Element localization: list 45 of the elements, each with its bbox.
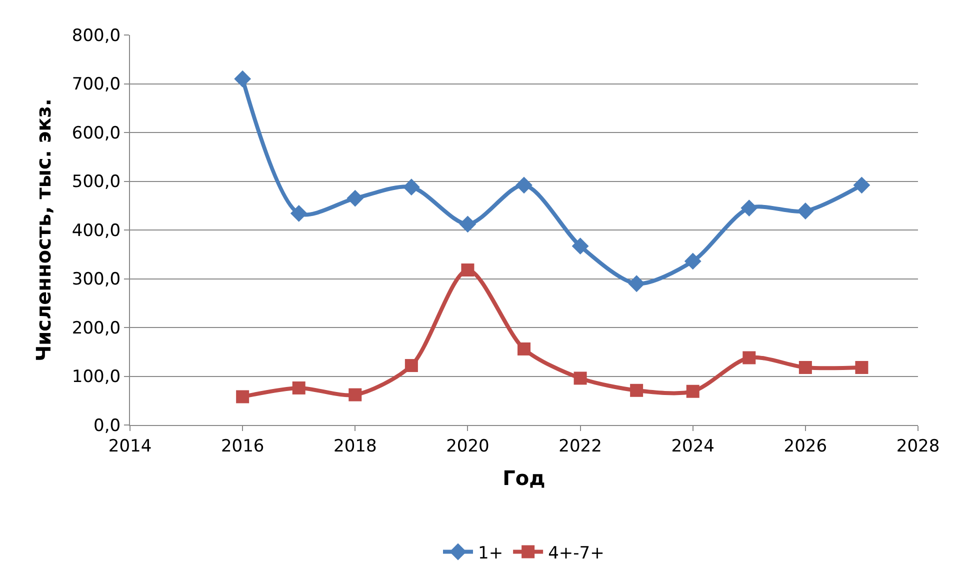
point xyxy=(459,216,476,233)
x-tick-label: 2016 xyxy=(220,436,264,456)
point xyxy=(461,263,474,276)
y-tick-label: 800,0 xyxy=(72,26,121,46)
point xyxy=(234,70,252,88)
point xyxy=(686,384,700,398)
x-tick-label: 2026 xyxy=(784,436,828,456)
x-tick-label: 2014 xyxy=(108,436,152,456)
point xyxy=(348,388,362,402)
y-tick-label: 300,0 xyxy=(72,270,121,290)
point xyxy=(236,390,250,404)
x-tick-label: 2018 xyxy=(334,436,377,456)
y-tick-label: 400,0 xyxy=(72,220,121,241)
y-tick-label: 0,0 xyxy=(94,416,121,436)
point xyxy=(740,200,758,217)
point xyxy=(404,359,418,372)
legend-label: 4+-7+ xyxy=(548,543,604,564)
point xyxy=(292,381,306,394)
point xyxy=(853,176,870,194)
point xyxy=(518,342,530,356)
point xyxy=(798,360,812,374)
y-tick-label: 700,0 xyxy=(72,74,121,95)
y-axis-title: Численность, тыс. экз. xyxy=(31,98,56,362)
y-tick-label: 500,0 xyxy=(72,172,121,192)
point xyxy=(855,360,868,374)
y-tick-label: 600,0 xyxy=(72,123,121,144)
point xyxy=(574,372,587,385)
point xyxy=(684,252,702,270)
point xyxy=(630,384,644,397)
x-tick-label: 2022 xyxy=(558,436,602,456)
point xyxy=(402,178,420,196)
x-tick-label: 2028 xyxy=(896,436,940,456)
point xyxy=(796,202,814,220)
point xyxy=(572,238,589,255)
legend-label: 1+ xyxy=(478,543,504,564)
point xyxy=(628,275,646,292)
point xyxy=(290,204,308,222)
point xyxy=(742,351,756,364)
point xyxy=(346,190,364,207)
x-tick-label: 2020 xyxy=(446,436,490,456)
x-tick-label: 2024 xyxy=(671,436,714,456)
y-tick-label: 100,0 xyxy=(72,367,121,388)
x-axis-title: Год xyxy=(502,466,546,490)
point xyxy=(516,176,532,194)
y-tick-label: 200,0 xyxy=(72,318,121,338)
